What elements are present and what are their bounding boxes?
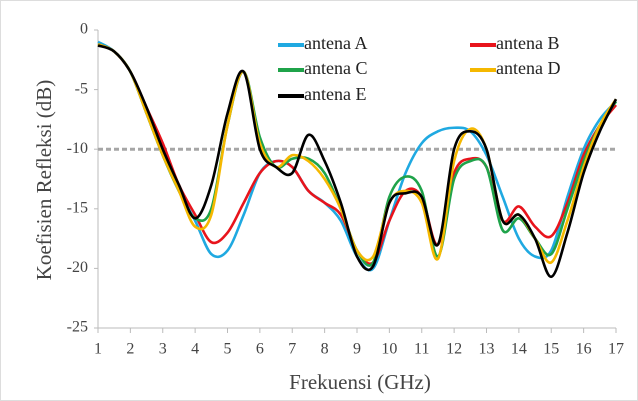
x-tick-label: 11 (414, 341, 429, 358)
y-tick-label: -10 (67, 140, 88, 157)
x-tick-label: 1 (94, 341, 102, 358)
x-tick-label: 17 (608, 341, 624, 358)
x-tick-label: 3 (159, 341, 167, 358)
y-tick-label: -25 (67, 319, 88, 336)
series-line (97, 44, 618, 279)
x-tick-label: 9 (353, 341, 361, 358)
y-axis-title: Koefisien Refleksi (dB) (32, 80, 56, 281)
x-tick-label: 2 (126, 341, 134, 358)
x-tick-label: 5 (224, 341, 232, 358)
y-tick-label: -5 (75, 80, 88, 97)
y-tick-label: -20 (67, 259, 88, 276)
x-tick-label: 16 (576, 341, 592, 358)
y-tick-label: 0 (80, 21, 88, 38)
y-tick-label: -15 (67, 199, 88, 216)
x-tick-label: 14 (511, 341, 527, 358)
x-tick-label: 4 (191, 341, 199, 358)
legend-label: antena E (304, 84, 366, 104)
legend-label: antena D (496, 58, 560, 78)
x-tick-label: 7 (288, 341, 296, 358)
x-tick-label: 13 (479, 341, 495, 358)
legend-label: antena B (496, 33, 559, 53)
x-tick-label: 10 (381, 341, 397, 358)
x-axis-title: Frekuensi (GHz) (289, 370, 431, 394)
x-tick-label: 12 (446, 341, 462, 358)
x-tick-label: 6 (256, 341, 264, 358)
x-tick-label: 15 (543, 341, 559, 358)
legend-label: antena A (304, 33, 367, 53)
x-tick-label: 8 (321, 341, 329, 358)
legend-label: antena C (304, 58, 367, 78)
